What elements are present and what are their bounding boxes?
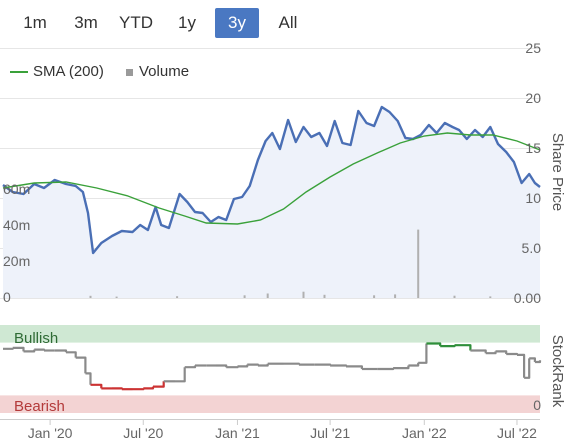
stockrank-segment bbox=[418, 343, 428, 364]
volume-tick-label: 40m bbox=[3, 217, 30, 233]
volume-bar bbox=[266, 293, 269, 298]
stockrank-segment bbox=[283, 362, 300, 365]
stockrank-segment bbox=[517, 353, 526, 378]
bearish-label: Bearish bbox=[14, 398, 65, 415]
volume-bar bbox=[176, 296, 179, 298]
x-tick-label: Jul '20 bbox=[123, 425, 163, 441]
price-tick-label: 0.00 bbox=[514, 290, 541, 306]
legend-item-volume[interactable]: Volume bbox=[126, 63, 189, 80]
volume-bars bbox=[89, 229, 492, 298]
stockrank-segment bbox=[247, 363, 259, 366]
stockrank-segment bbox=[66, 351, 77, 358]
volume-bar bbox=[453, 295, 456, 298]
stockrank-segment bbox=[426, 342, 442, 347]
stockrank-segment bbox=[346, 365, 363, 369]
stockrank-segment bbox=[12, 346, 25, 352]
legend-sma-swatch bbox=[10, 71, 28, 74]
price-axis-title: Share Price bbox=[549, 133, 566, 211]
stockrank-segment bbox=[34, 348, 46, 351]
legend-volume-label: Volume bbox=[139, 63, 190, 80]
volume-bar bbox=[373, 295, 376, 298]
stockrank-segment bbox=[132, 388, 145, 391]
stockrank-segment bbox=[216, 364, 228, 368]
stockrank-segment bbox=[143, 386, 155, 390]
x-tick-label: Jan '22 bbox=[402, 425, 447, 441]
volume-bar bbox=[394, 294, 397, 298]
stockrank-segment bbox=[440, 345, 456, 348]
stockrank-axis-title: StockRank bbox=[549, 335, 566, 408]
x-tick-label: Jul '22 bbox=[497, 425, 537, 441]
price-tick-label: 20 bbox=[525, 90, 541, 106]
price-line bbox=[2, 105, 541, 255]
stockrank-segment bbox=[257, 363, 269, 367]
stockrank-segment bbox=[23, 349, 36, 353]
stockrank-segment bbox=[75, 356, 87, 374]
x-tick-label: Jul '21 bbox=[310, 425, 350, 441]
stockrank-segment bbox=[54, 349, 68, 353]
stockrank-tick-label: 0 bbox=[533, 397, 541, 413]
stockrank-segment bbox=[314, 363, 332, 366]
volume-tick-label: 20m bbox=[3, 253, 30, 269]
price-tick-label: 15 bbox=[525, 140, 541, 156]
stockrank-segment bbox=[393, 365, 410, 370]
stockrank-segment bbox=[524, 358, 531, 379]
range-button-1m[interactable]: 1m bbox=[23, 13, 47, 32]
volume-bar bbox=[489, 296, 492, 298]
volume-bar bbox=[417, 229, 420, 298]
price-tick-label: 5.0 bbox=[522, 240, 542, 256]
volume-tick-label: 0 bbox=[3, 289, 11, 305]
range-selector: 1m 3m YTD 1y 3y All bbox=[0, 8, 569, 40]
stockrank-segment bbox=[3, 347, 14, 350]
range-button-1y[interactable]: 1y bbox=[178, 13, 196, 32]
stockrank-segment bbox=[506, 352, 519, 356]
price-tick-label: 10 bbox=[525, 190, 541, 206]
x-tick-label: Jan '20 bbox=[28, 425, 73, 441]
stockrank-segment bbox=[529, 357, 536, 362]
bullish-label: Bullish bbox=[14, 330, 58, 347]
stockrank-segment bbox=[454, 344, 472, 351]
range-button-ytd[interactable]: YTD bbox=[119, 13, 153, 32]
bearish-band bbox=[0, 395, 540, 413]
volume-bar bbox=[323, 294, 326, 298]
stockrank-segment bbox=[226, 366, 239, 369]
legend-volume-swatch bbox=[126, 68, 133, 76]
sma-line bbox=[2, 132, 541, 225]
stockrank-segment bbox=[330, 364, 348, 367]
stockrank-segment bbox=[85, 372, 92, 385]
stockrank-segment bbox=[377, 367, 395, 371]
stockrank-segment bbox=[534, 360, 542, 364]
volume-bar bbox=[89, 295, 92, 298]
bullish-band bbox=[0, 325, 540, 343]
volume-axis-ticks: 0 20m 40m 60m bbox=[3, 181, 30, 305]
volume-bar bbox=[302, 291, 305, 298]
stockrank-segment bbox=[153, 381, 165, 388]
stockrank-segment bbox=[495, 350, 508, 354]
x-tick-label: Jan '21 bbox=[215, 425, 260, 441]
range-button-3m[interactable]: 3m bbox=[74, 13, 98, 32]
stockrank-segment bbox=[90, 383, 103, 389]
legend-sma-label: SMA (200) bbox=[33, 63, 104, 80]
stockrank-line bbox=[3, 342, 542, 391]
price-tick-label: 25 bbox=[525, 40, 541, 56]
x-axis-ticks: Jan '20 Jul '20 Jan '21 Jul '21 Jan '22 Jul '… bbox=[28, 420, 537, 441]
volume-tick-label: 60m bbox=[3, 181, 30, 197]
price-area-fill bbox=[3, 107, 540, 298]
stockrank-segment bbox=[408, 362, 420, 367]
volume-bar bbox=[115, 296, 118, 298]
legend-item-sma[interactable]: SMA (200) bbox=[10, 63, 104, 80]
stockrank-axis-ticks: 0 bbox=[533, 397, 541, 413]
stockrank-segment bbox=[184, 365, 197, 369]
stockrank-segment bbox=[470, 349, 487, 354]
stockrank-segment bbox=[175, 367, 186, 383]
price-axis-ticks: 0.00 5.0 10 15 20 25 bbox=[514, 40, 541, 306]
stockrank-segment bbox=[112, 387, 123, 390]
stockrank-segment bbox=[237, 364, 249, 368]
volume-bar bbox=[243, 295, 246, 298]
stockrank-segment bbox=[485, 351, 497, 355]
range-button-3y[interactable]: 3y bbox=[215, 8, 259, 38]
range-button-all[interactable]: All bbox=[278, 13, 298, 32]
